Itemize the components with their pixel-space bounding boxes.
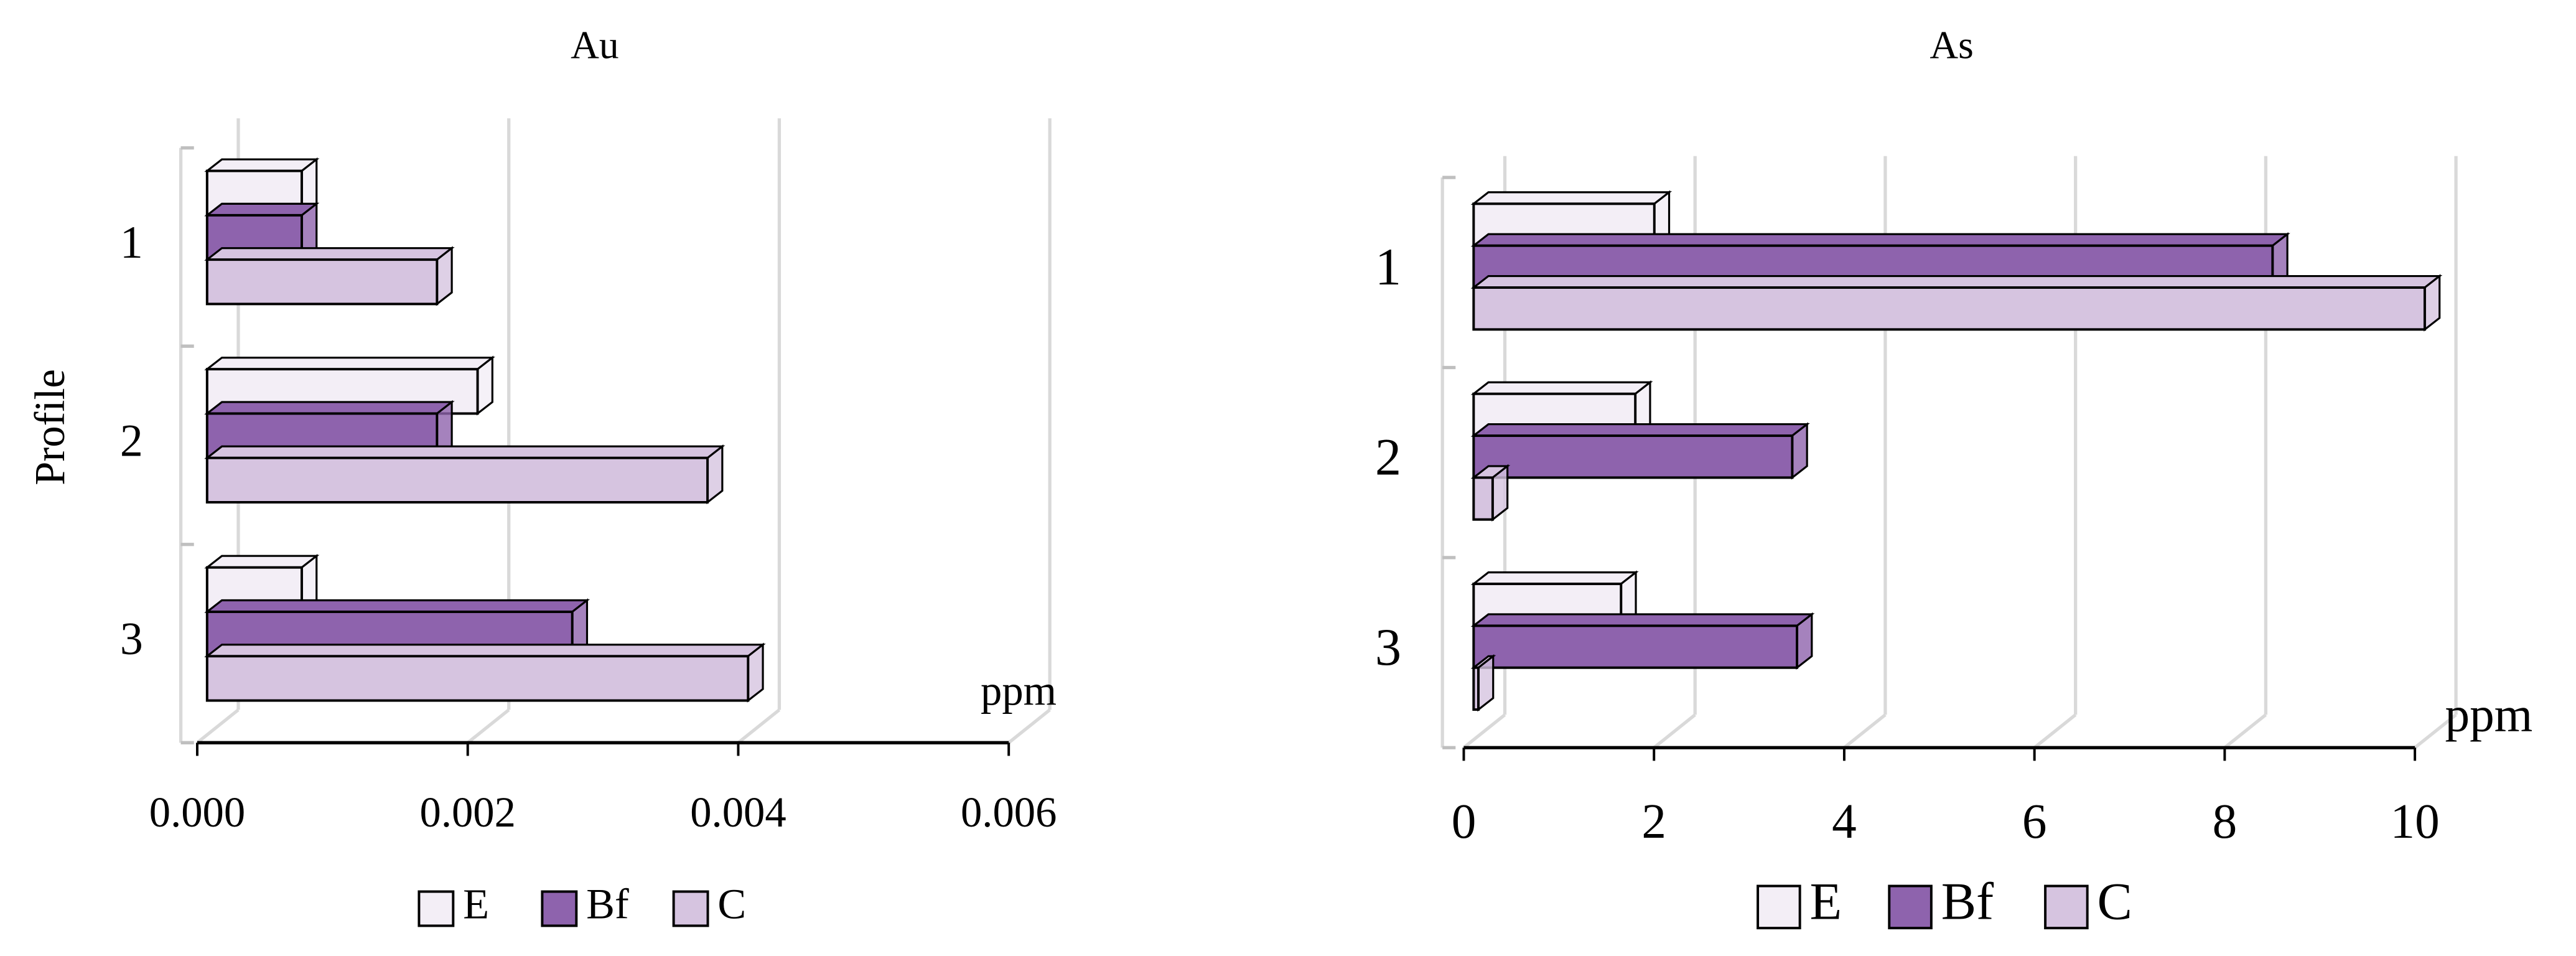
x-tick-label: 2 — [1641, 794, 1666, 849]
category-label: 2 — [1375, 429, 1401, 487]
bar — [1472, 476, 1494, 521]
bar-group — [1470, 654, 1496, 712]
bar-top — [204, 202, 320, 217]
legend-swatch — [672, 890, 709, 927]
bar-top — [1470, 381, 1653, 395]
x-tick-label: 0.006 — [961, 789, 1057, 836]
y-axis-label: Profile — [26, 369, 73, 485]
category-label: 1 — [1375, 238, 1401, 296]
x-tick-label: 0.002 — [420, 789, 516, 836]
bar-group — [204, 202, 320, 262]
grid-line-floor — [1653, 713, 1696, 749]
legend-swatch — [1888, 884, 1933, 930]
category-label: 1 — [120, 217, 143, 268]
x-tick-label: 0.000 — [149, 789, 245, 836]
grid-line-floor — [1007, 708, 1051, 744]
bar-top — [204, 644, 766, 657]
grid-line-floor — [1462, 713, 1506, 749]
legend-swatch — [541, 890, 578, 927]
x-tick-label: 0.004 — [690, 789, 786, 836]
bar-top — [1470, 423, 1810, 437]
bar-group — [1470, 612, 1815, 670]
bar-top — [204, 401, 455, 415]
bar — [1472, 666, 1480, 711]
x-axis-label: ppm — [981, 667, 1057, 715]
x-tick-label: 4 — [1832, 794, 1857, 849]
bar-top — [204, 445, 726, 459]
bar-group — [1470, 422, 1810, 480]
grid-line-floor — [467, 708, 510, 744]
bar — [1472, 624, 1799, 669]
grid-line-floor — [1843, 713, 1887, 749]
category-label: 3 — [120, 613, 143, 664]
legend-label: C — [717, 881, 746, 928]
bar-group — [204, 642, 766, 703]
chart-title: Au — [571, 24, 618, 67]
grid-line-floor — [2223, 713, 2267, 749]
bar — [1472, 286, 2426, 331]
legend-swatch — [418, 890, 455, 927]
legend-label: E — [1809, 873, 1842, 931]
bar — [205, 258, 439, 306]
bar-top — [1470, 233, 2290, 247]
legend-label: E — [463, 881, 489, 928]
chart-title: As — [1930, 24, 1973, 67]
bar-top — [1470, 613, 1815, 627]
bar-top — [204, 599, 590, 613]
bar-top — [1470, 191, 1673, 205]
bar-group — [204, 246, 455, 306]
bar-top — [1470, 274, 2443, 289]
bar-top — [204, 158, 320, 172]
x-axis-label: ppm — [2445, 688, 2533, 743]
legend-label: Bf — [586, 881, 629, 928]
bar — [205, 456, 709, 504]
x-tick-label: 0 — [1452, 794, 1477, 849]
bar-top — [1470, 571, 1639, 585]
grid-line-floor — [737, 708, 781, 744]
category-label: 2 — [120, 415, 143, 466]
bar-top — [204, 247, 455, 261]
bar-group — [1470, 464, 1511, 522]
grid-line-floor — [2414, 713, 2457, 749]
bar — [205, 655, 750, 702]
bar-group — [204, 444, 726, 505]
x-tick-label: 8 — [2213, 794, 2238, 849]
legend-label: C — [2098, 873, 2132, 931]
legend-label: Bf — [1941, 873, 1994, 931]
bar-group — [1470, 274, 2443, 332]
category-label: 3 — [1375, 619, 1401, 677]
legend-swatch — [1757, 884, 1801, 930]
x-tick-label: 10 — [2391, 794, 2440, 849]
x-tick-label: 6 — [2022, 794, 2047, 849]
bar-top — [204, 555, 320, 569]
grid-line-floor — [196, 708, 240, 744]
bar-top — [204, 357, 495, 370]
grid-line-floor — [2033, 713, 2077, 749]
legend-swatch — [2044, 884, 2089, 930]
bar — [1472, 434, 1794, 479]
